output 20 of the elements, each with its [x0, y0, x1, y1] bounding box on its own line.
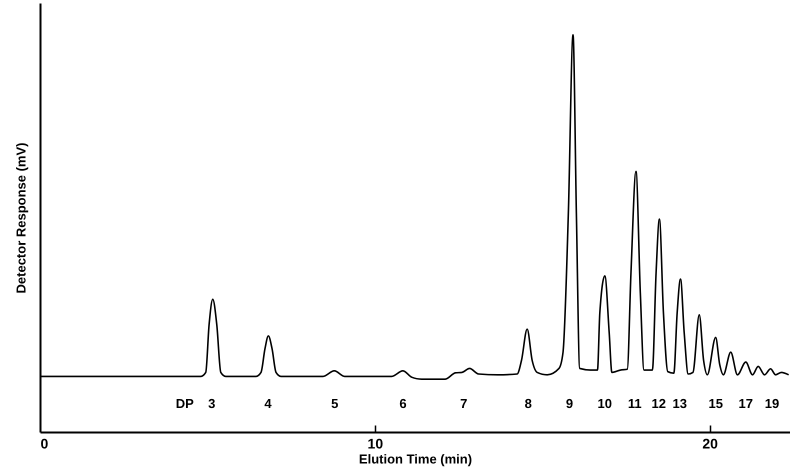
annotation: 7	[460, 396, 468, 411]
x-tick-label: 0	[40, 436, 48, 452]
annotation: DP	[176, 396, 194, 411]
annotation: 8	[524, 396, 532, 411]
x-tick-label: 20	[702, 436, 718, 452]
annotation: 9	[566, 396, 574, 411]
annotation: 12	[652, 396, 666, 411]
annotation: 6	[399, 396, 407, 411]
annotation: 10	[598, 396, 612, 411]
annotation: 17	[738, 396, 753, 411]
annotation: 11	[628, 396, 642, 411]
x-axis-title: Elution Time (min)	[358, 452, 472, 466]
annotation: 15	[708, 396, 723, 411]
x-tick-label: 10	[368, 436, 384, 452]
annotation: 19	[764, 396, 780, 411]
annotation: 5	[331, 396, 338, 411]
annotation: 13	[672, 396, 687, 411]
annotation: 4	[264, 396, 272, 411]
y-axis-title: Detector Response (mV)	[14, 142, 28, 294]
annotation: 3	[208, 396, 216, 411]
